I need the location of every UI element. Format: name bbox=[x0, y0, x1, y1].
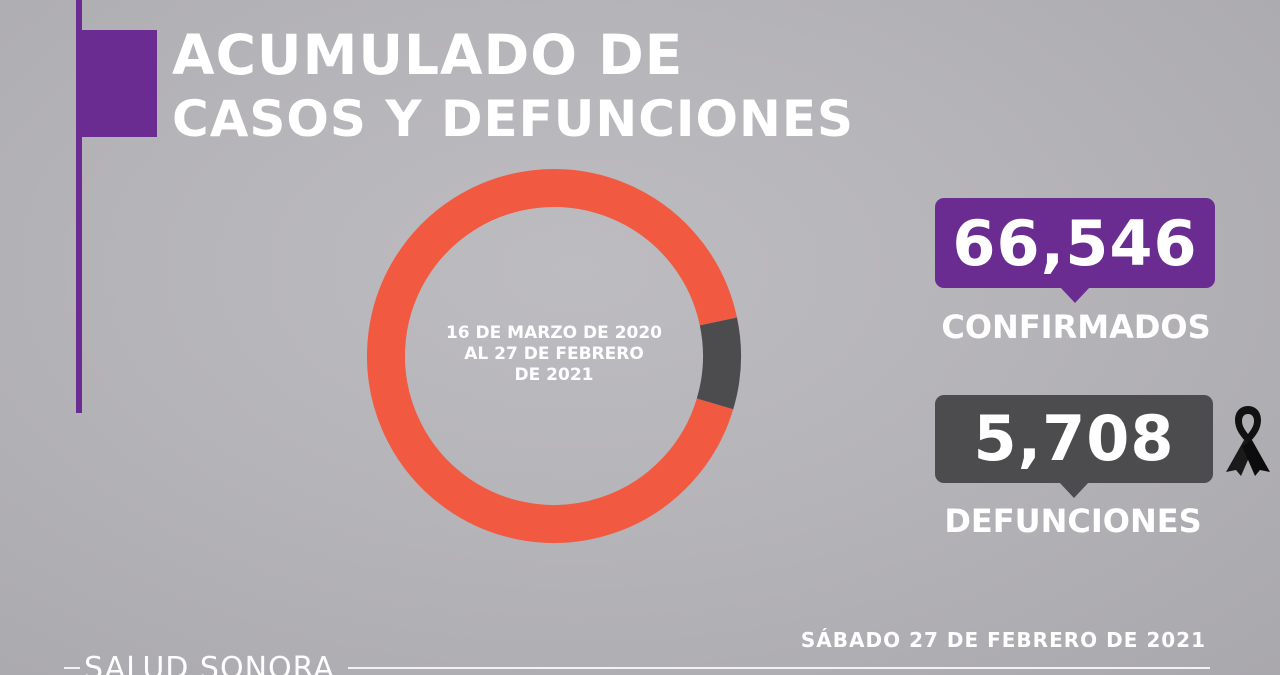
footer-divider-left bbox=[64, 667, 80, 669]
deaths-count-box: 5,708 bbox=[935, 395, 1213, 498]
footer-date: SÁBADO 27 DE FEBRERO DE 2021 bbox=[800, 628, 1206, 652]
accent-vertical-line bbox=[76, 0, 82, 413]
footer-divider-right bbox=[348, 667, 1210, 669]
page-title-line-1: ACUMULADO DE bbox=[172, 23, 684, 87]
accent-title-block bbox=[82, 30, 157, 137]
deaths-label: DEFUNCIONES bbox=[944, 502, 1202, 540]
page-title-line-2: CASOS Y DEFUNCIONES bbox=[172, 90, 855, 148]
footer-brand: SALUD SONORA bbox=[84, 651, 335, 675]
donut-slice-defunciones bbox=[696, 317, 741, 410]
confirmed-count-box: 66,546 bbox=[935, 198, 1215, 303]
black-ribbon-icon bbox=[1226, 406, 1270, 476]
center-text-line-2: AL 27 DE FEBRERO bbox=[464, 344, 644, 364]
center-text-line-3: DE 2021 bbox=[514, 365, 594, 385]
donut-center-text: 16 DE MARZO DE 2020 AL 27 DE FEBRERO DE … bbox=[404, 323, 704, 386]
donut-slice-confirmados bbox=[367, 169, 737, 543]
confirmed-label: CONFIRMADOS bbox=[941, 308, 1211, 346]
donut-chart bbox=[367, 169, 741, 543]
center-text-line-1: 16 DE MARZO DE 2020 bbox=[445, 323, 663, 343]
